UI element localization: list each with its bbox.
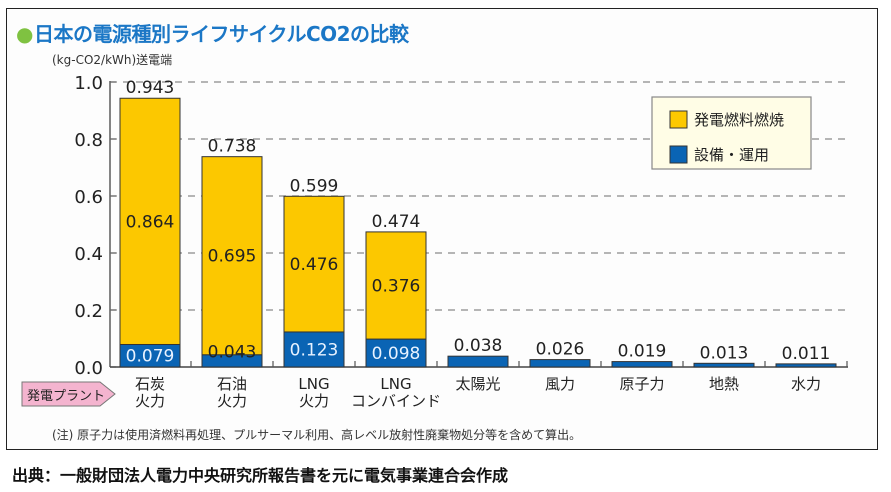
chart-title: ●日本の電源種別ライフサイクルCO2の比較 bbox=[16, 18, 409, 47]
total-value-label: 0.038 bbox=[454, 336, 503, 356]
x-category-label: LNG bbox=[298, 375, 329, 393]
fuel-value-label: 0.376 bbox=[372, 276, 421, 296]
bar-segment-fuel bbox=[365, 231, 427, 340]
total-value-label: 0.738 bbox=[208, 137, 257, 157]
bar-segment-equipment bbox=[611, 361, 673, 368]
y-tick-label: 0.4 bbox=[74, 244, 103, 265]
total-value-label: 0.599 bbox=[290, 176, 339, 196]
green-dot-icon: ● bbox=[16, 22, 33, 46]
bar-segment-fuel bbox=[119, 97, 181, 345]
fuel-value-label: 0.695 bbox=[208, 247, 257, 267]
x-category-label: 風力 bbox=[545, 375, 575, 393]
data-labels: 0.943 0.864 0.079 0.738 0.695 0.043 0.599 0.476… bbox=[126, 78, 831, 366]
total-value-label: 0.019 bbox=[618, 342, 667, 362]
x-category-label: 石油 bbox=[217, 375, 247, 393]
legend-swatch-fuel bbox=[669, 110, 688, 129]
equipment-value-label: 0.123 bbox=[290, 340, 339, 360]
plant-label: 発電プラント bbox=[21, 381, 116, 407]
y-tick-label: 1.0 bbox=[74, 73, 103, 94]
equipment-value-label: 0.098 bbox=[372, 344, 421, 364]
x-category-label: コンバインド bbox=[351, 392, 441, 410]
fuel-value-label: 0.864 bbox=[126, 212, 175, 232]
bar-segment-equipment bbox=[283, 331, 345, 368]
total-value-label: 0.011 bbox=[782, 344, 831, 364]
total-value-label: 0.474 bbox=[372, 212, 421, 232]
plant-label-text: 発電プラント bbox=[27, 389, 105, 404]
bar-segment-equipment bbox=[693, 362, 755, 368]
y-tick-label: 0.2 bbox=[74, 301, 103, 322]
bars bbox=[119, 97, 837, 368]
y-axis-unit-label: (kg-CO2/kWh)送電端 bbox=[52, 53, 173, 67]
source-credit: 出典：一般財団法人電力中央研究所報告書を元に電気事業連合会作成 bbox=[12, 466, 509, 485]
bar-segment-equipment bbox=[447, 355, 509, 368]
legend-label-fuel: 発電燃料燃焼 bbox=[694, 111, 784, 129]
bar-segment-equipment bbox=[775, 363, 837, 368]
x-category-label: 石炭 bbox=[135, 375, 165, 393]
plant-label-arrow bbox=[21, 381, 116, 407]
total-value-label: 0.026 bbox=[536, 340, 585, 360]
x-category-label: 火力 bbox=[135, 392, 165, 410]
equipment-value-label: 0.043 bbox=[208, 343, 257, 363]
x-category-label: 火力 bbox=[299, 392, 329, 410]
y-tick-label: 0.6 bbox=[74, 187, 103, 208]
legend-label-equipment: 設備・運用 bbox=[694, 146, 769, 164]
x-category-label: 太陽光 bbox=[455, 375, 500, 393]
y-tick-label: 0.0 bbox=[74, 358, 103, 379]
fuel-value-label: 0.476 bbox=[290, 255, 339, 275]
footnote: (注) 原子力は使用済燃料再処理、プルサーマル利用、高レベル放射性廃棄物処分等を… bbox=[52, 428, 582, 442]
bar-segment-fuel bbox=[283, 195, 345, 333]
bar-segment-equipment bbox=[365, 338, 427, 368]
bar-segment-fuel bbox=[201, 156, 263, 356]
x-category-label: LNG bbox=[380, 375, 411, 393]
equipment-value-label: 0.079 bbox=[126, 347, 175, 367]
x-category-label: 原子力 bbox=[619, 375, 664, 393]
x-category-label: 火力 bbox=[217, 392, 247, 410]
legend-swatch-equipment bbox=[669, 145, 688, 164]
chart-title-text: 日本の電源種別ライフサイクルCO2の比較 bbox=[33, 22, 409, 46]
x-category-label: 水力 bbox=[791, 375, 821, 393]
x-category-label: 地熱 bbox=[709, 375, 739, 393]
total-value-label: 0.013 bbox=[700, 343, 749, 363]
bar-segment-equipment bbox=[529, 359, 591, 368]
y-tick-label: 0.8 bbox=[74, 130, 103, 151]
total-value-label: 0.943 bbox=[126, 78, 175, 98]
